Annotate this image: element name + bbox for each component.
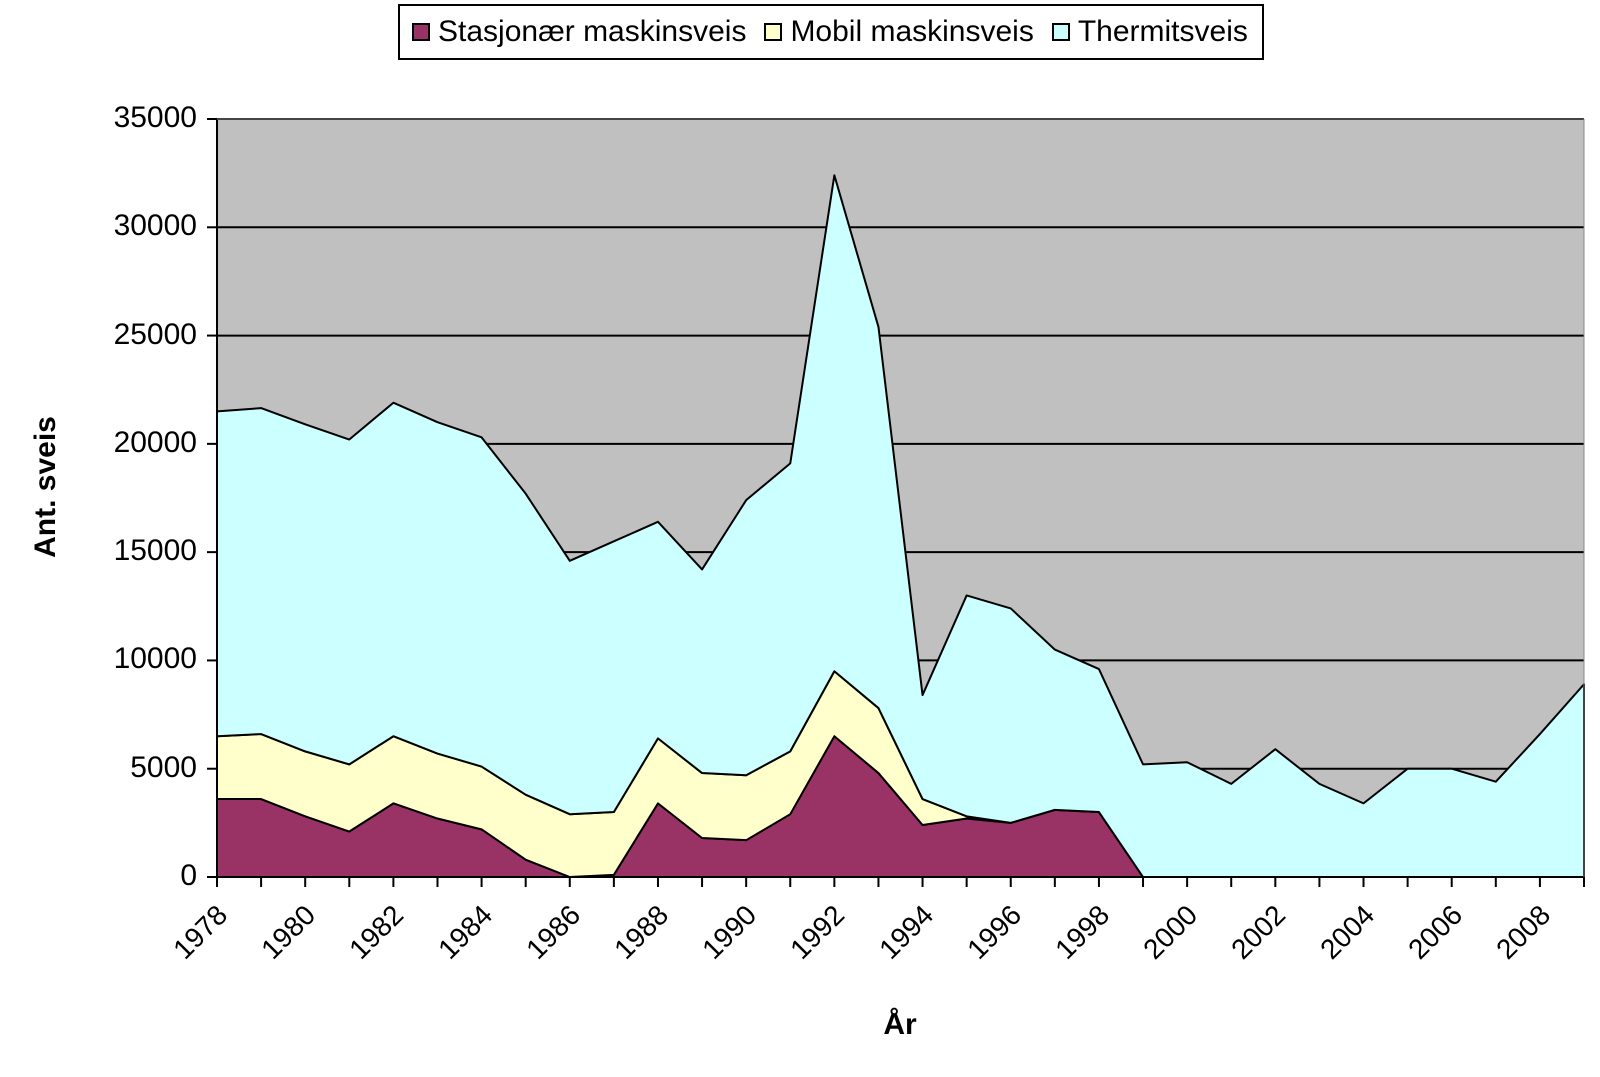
legend-item-thermit: Thermitsveis — [1051, 15, 1248, 49]
y-tick-label: 15000 — [113, 534, 197, 568]
y-tick-label: 0 — [180, 859, 197, 892]
legend-swatch — [1051, 23, 1070, 41]
y-tick-label: 35000 — [113, 101, 197, 134]
x-axis-title: År — [883, 1008, 917, 1041]
legend: Stasjonær maskinsveis Mobil maskinsveis … — [398, 4, 1264, 60]
legend-swatch — [764, 23, 783, 41]
legend-label: Stasjonær maskinsveis — [438, 15, 747, 48]
legend-label: Mobil maskinsveis — [790, 15, 1034, 48]
y-tick-label: 10000 — [113, 642, 197, 676]
legend-label: Thermitsveis — [1077, 15, 1248, 48]
y-tick-label: 25000 — [113, 317, 197, 351]
y-tick-label: 20000 — [113, 425, 197, 459]
y-tick-label: 30000 — [113, 209, 197, 243]
legend-item-stasjonaer: Stasjonær maskinsveis — [412, 15, 746, 49]
y-tick-label: 5000 — [130, 750, 197, 784]
legend-swatch — [412, 23, 430, 41]
legend-item-mobil: Mobil maskinsveis — [764, 15, 1034, 49]
y-axis-title: Ant. sveis — [29, 416, 62, 558]
